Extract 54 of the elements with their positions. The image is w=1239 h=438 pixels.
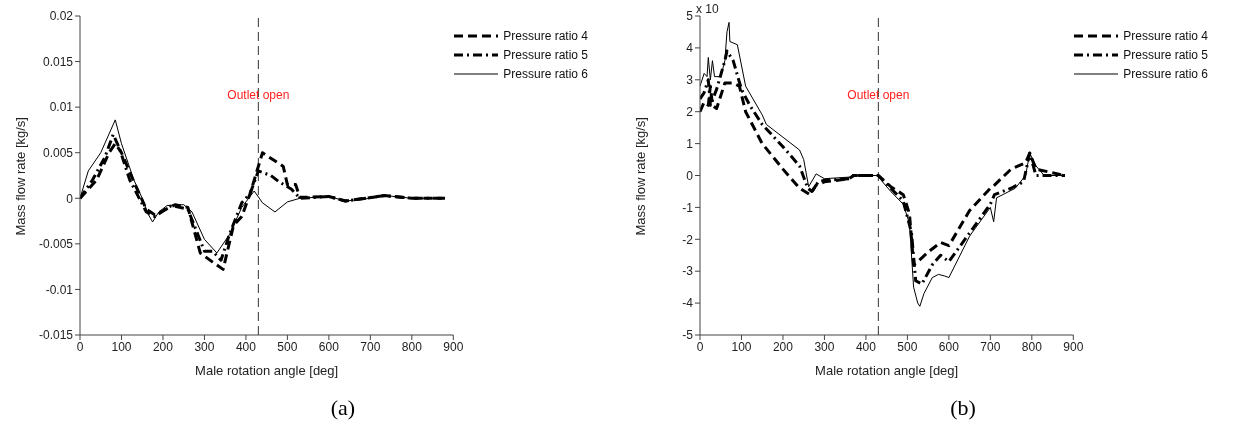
- x-tick-label: 100: [731, 339, 752, 354]
- ref-line-label: Outlet open: [227, 87, 290, 102]
- x-tick-label: 300: [814, 339, 835, 354]
- y-tick-label: -0.01: [45, 282, 74, 297]
- legend-label: Pressure ratio 6: [503, 66, 588, 81]
- y-tick-label: -5: [682, 328, 694, 343]
- y-tick-label: 0.01: [49, 100, 74, 115]
- y-tick-label: -2: [682, 232, 694, 247]
- legend-label: Pressure ratio 5: [1123, 47, 1208, 62]
- x-tick-label: 900: [443, 339, 464, 354]
- y-tick-label: -3: [682, 264, 694, 279]
- x-tick-label: 100: [111, 339, 132, 354]
- y-tick-label: 0: [686, 168, 694, 183]
- x-tick-label: 400: [235, 339, 257, 354]
- y-tick-label: -0.015: [38, 328, 74, 343]
- x-tick-label: 600: [318, 339, 340, 354]
- ref-line-label: Outlet open: [847, 87, 910, 102]
- x-tick-label: 500: [897, 339, 918, 354]
- y-tick-label: 3: [686, 73, 694, 88]
- x-tick-label: 400: [855, 339, 877, 354]
- x-tick-label: 500: [277, 339, 298, 354]
- legend-label: Pressure ratio 4: [1123, 28, 1208, 43]
- x-axis-title: Male rotation angle [deg]: [195, 363, 339, 378]
- x-tick-label: 200: [152, 339, 174, 354]
- annotation: x 10: [696, 2, 719, 16]
- y-tick-label: -1: [682, 200, 694, 215]
- legend-label: Pressure ratio 5: [503, 47, 588, 62]
- x-tick-label: 0: [696, 339, 704, 354]
- y-tick-label: -4: [682, 296, 694, 311]
- y-tick-label: 1: [686, 136, 694, 151]
- text: (a): [329, 395, 357, 421]
- legend-label: Pressure ratio 4: [503, 28, 588, 43]
- y-tick-label: 2: [686, 104, 694, 119]
- x-axis-title: Male rotation angle [deg]: [815, 363, 959, 378]
- y-tick-label: 0.02: [49, 9, 74, 24]
- x-tick-label: 800: [401, 339, 423, 354]
- y-tick-label: 0.005: [42, 145, 74, 160]
- y-tick-label: 0.015: [42, 54, 74, 69]
- y-axis-title: Mass flow rate [kg/s]: [632, 117, 648, 236]
- x-tick-label: 900: [1063, 339, 1084, 354]
- y-tick-label: 4: [686, 41, 694, 56]
- x-tick-label: 700: [360, 339, 381, 354]
- x-tick-label: 300: [194, 339, 215, 354]
- y-tick-label: -0.005: [38, 237, 74, 252]
- legend-label: Pressure ratio 6: [1123, 66, 1208, 81]
- x-tick-label: 200: [772, 339, 794, 354]
- x-tick-label: 600: [938, 339, 960, 354]
- x-tick-label: 0: [76, 339, 84, 354]
- x-tick-label: 700: [980, 339, 1001, 354]
- text: (b): [949, 395, 977, 421]
- y-tick-label: 0: [66, 191, 74, 206]
- y-tick-label: 5: [686, 9, 694, 24]
- y-axis-title: Mass flow rate [kg/s]: [12, 117, 28, 236]
- x-tick-label: 800: [1021, 339, 1043, 354]
